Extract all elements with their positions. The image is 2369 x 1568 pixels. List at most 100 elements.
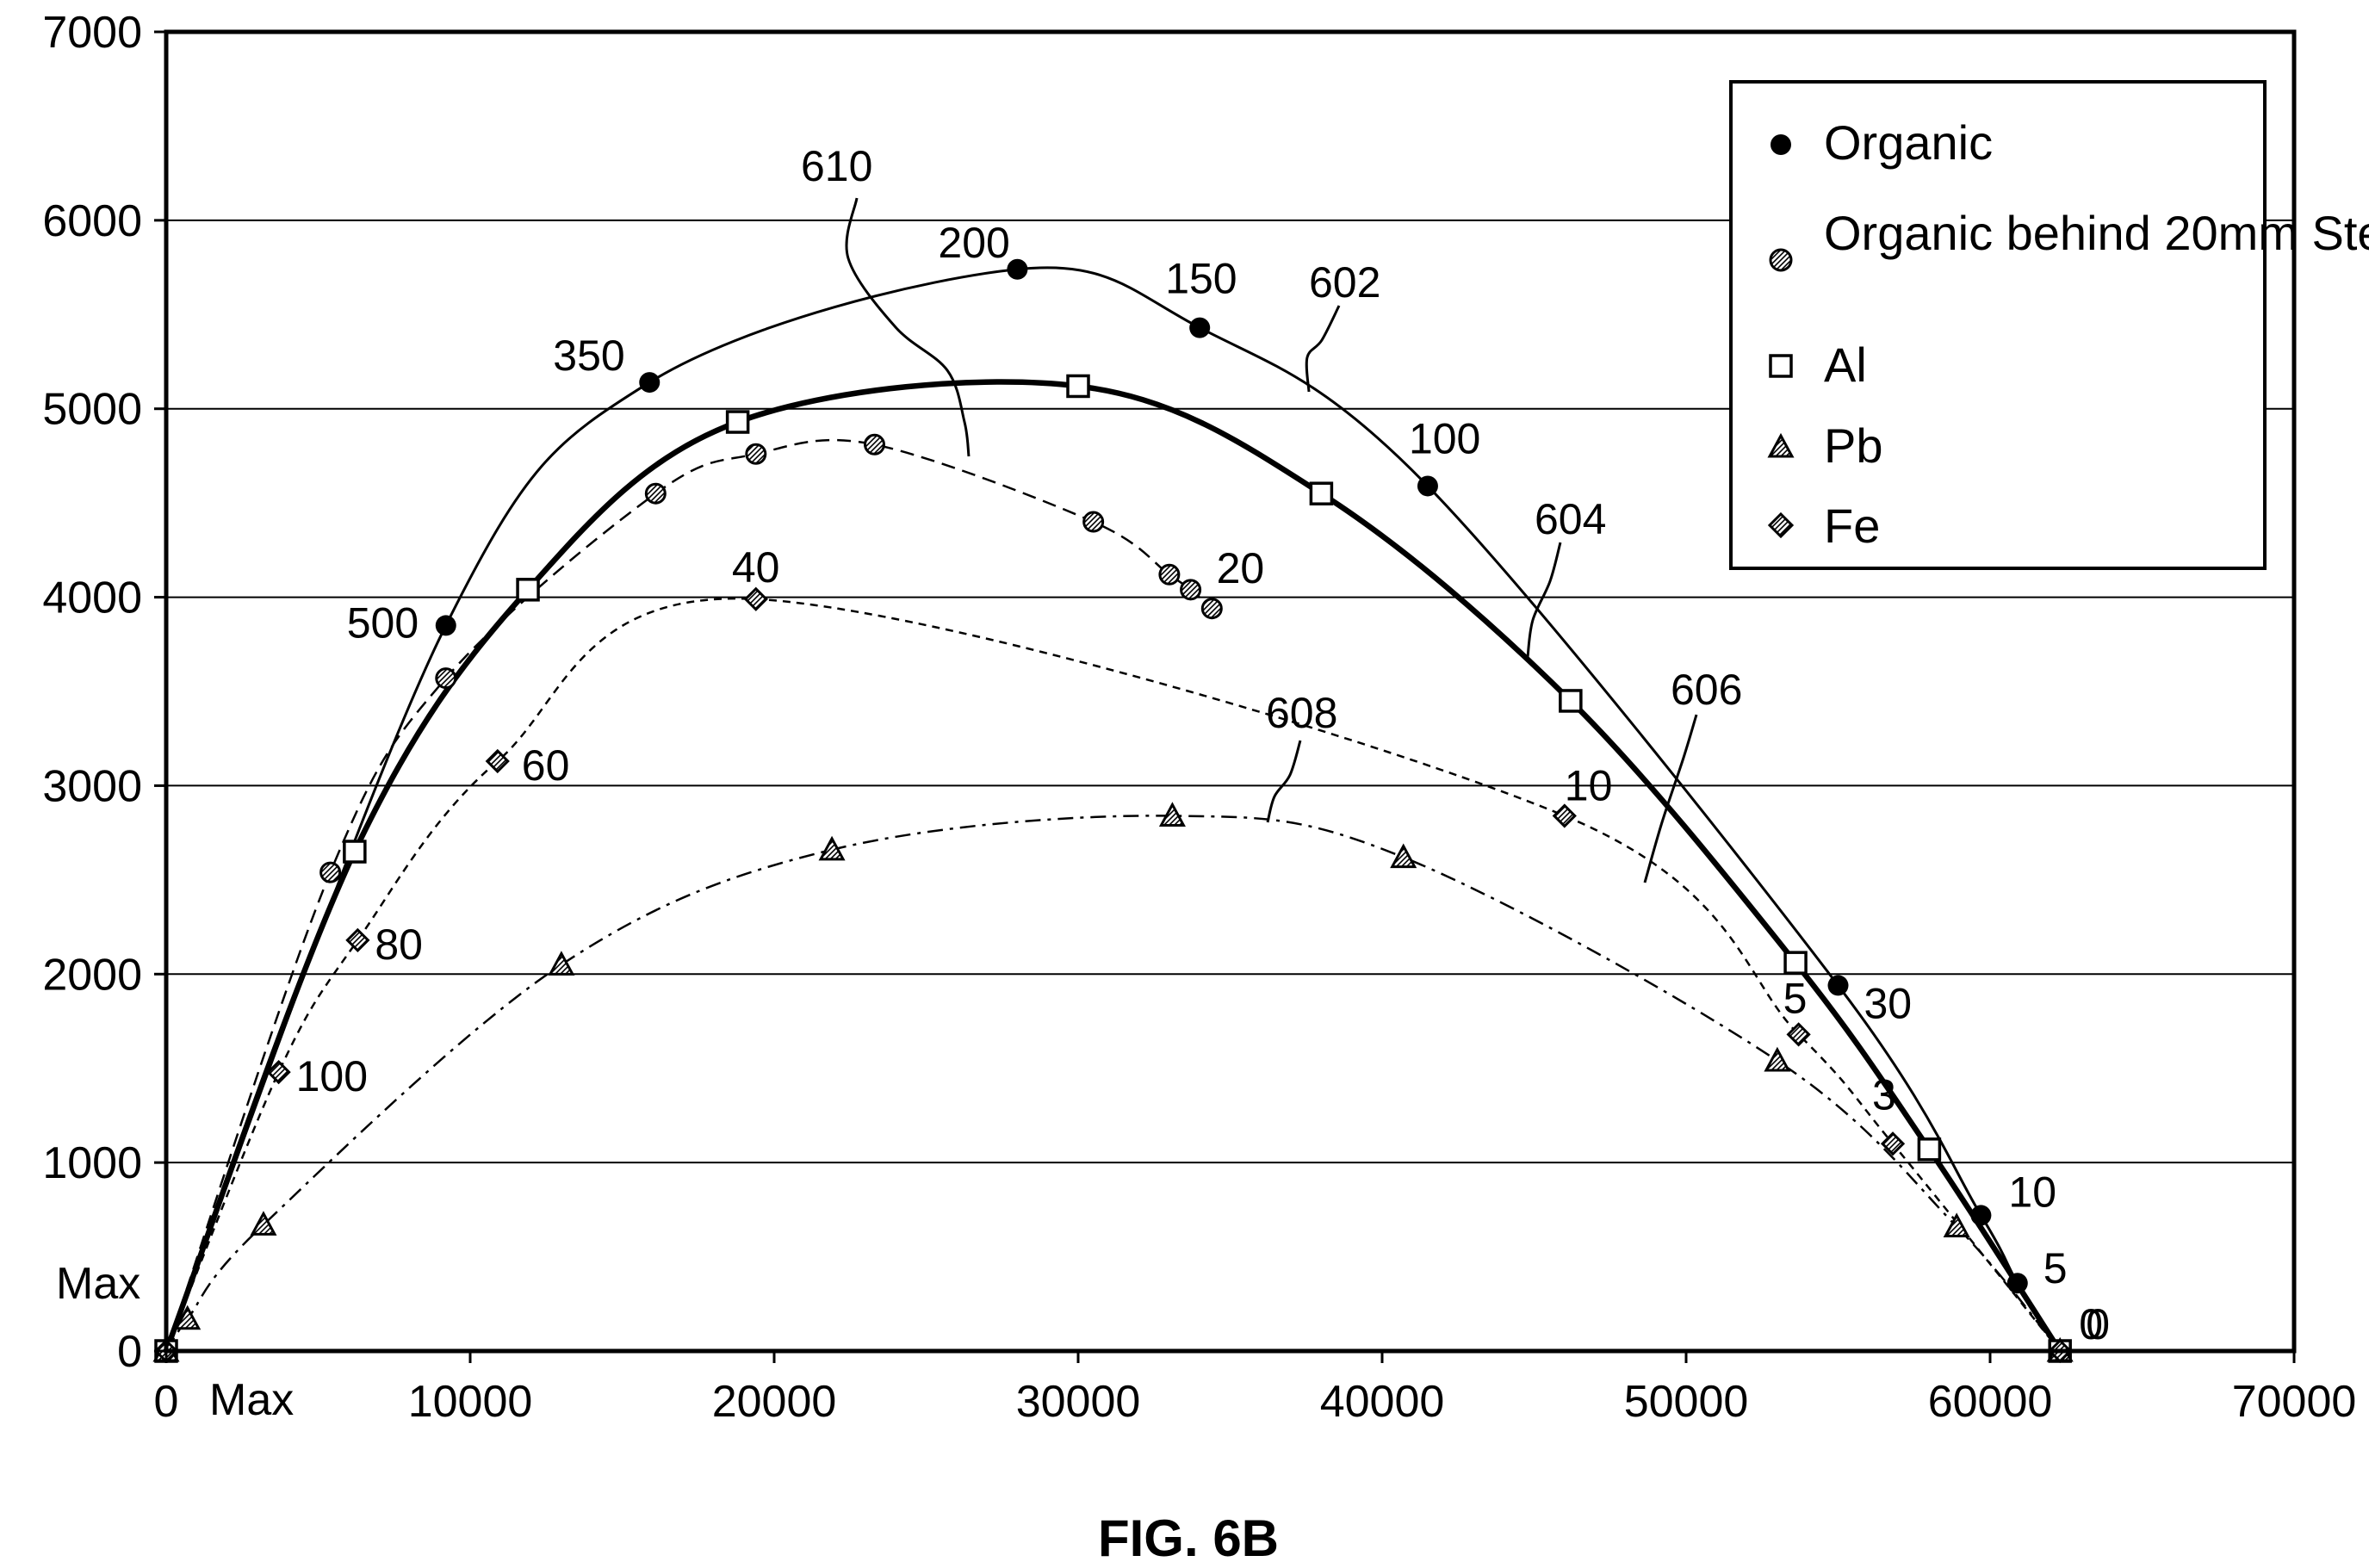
- leader-line: [1526, 542, 1562, 658]
- data-point: [644, 482, 667, 505]
- data-label: 3: [1872, 1070, 1896, 1119]
- data-label: 200: [938, 219, 1009, 267]
- legend-marker-fe: [1767, 511, 1795, 539]
- data-label: 350: [553, 332, 624, 380]
- y-tick-label: 4000: [42, 573, 142, 623]
- data-point: [1180, 579, 1202, 601]
- x-tick-label: 70000: [2232, 1377, 2357, 1427]
- legend-marker-al: [1769, 354, 1793, 378]
- x-tick-label: 10000: [408, 1377, 533, 1427]
- series-curve: [164, 597, 2062, 1352]
- data-label: 100: [1409, 414, 1480, 462]
- data-point: [485, 748, 510, 774]
- legend-label-pb: Pb: [1824, 418, 1883, 473]
- legend-marker-pb: [1767, 432, 1795, 458]
- legend-item-pb: Pb: [1767, 418, 1883, 473]
- legend-marker-organic: [1771, 134, 1791, 155]
- data-point: [435, 667, 457, 690]
- x-tick-label: 60000: [1928, 1377, 2053, 1427]
- data-point: [319, 861, 342, 883]
- y-tick-label: 0: [117, 1327, 142, 1377]
- data-point: [1158, 802, 1186, 827]
- x-tick-label: 30000: [1016, 1377, 1141, 1427]
- legend-label-al: Al: [1824, 338, 1867, 392]
- data-markers: [152, 258, 2074, 1364]
- leader-line: [1305, 305, 1341, 393]
- data-point: [1764, 1046, 1791, 1072]
- reference-numeral: 606: [1671, 666, 1742, 714]
- data-point: [1189, 317, 1211, 338]
- data-label: 20: [1217, 544, 1265, 592]
- y-axis-max-annotation: Max: [56, 1259, 140, 1309]
- data-label: 0: [2079, 1300, 2103, 1348]
- data-point: [343, 840, 367, 864]
- data-point: [1917, 1137, 1942, 1162]
- data-point: [1880, 1131, 1906, 1156]
- data-point: [818, 835, 846, 861]
- plot-frame: [164, 29, 2297, 1354]
- data-point: [1158, 563, 1181, 586]
- data-point: [1200, 598, 1223, 620]
- data-point: [1552, 803, 1577, 828]
- legend-box: [1729, 80, 2267, 570]
- data-point: [745, 443, 767, 465]
- y-tick-label: 3000: [42, 761, 142, 811]
- y-tick-label: 7000: [42, 8, 142, 58]
- data-point: [1390, 843, 1417, 869]
- y-tick-label: 6000: [42, 196, 142, 246]
- data-point: [1786, 1022, 1811, 1047]
- reference-numeral: 610: [801, 142, 872, 190]
- data-label: 10: [1565, 761, 1613, 809]
- data-label: 5: [2043, 1244, 2068, 1292]
- x-axis-max-annotation: Max: [209, 1375, 294, 1425]
- data-point: [435, 615, 456, 636]
- x-tick-label: 50000: [1624, 1377, 1749, 1427]
- data-label: 40: [732, 543, 780, 592]
- series-curve: [164, 438, 1213, 1352]
- data-label: 30: [1864, 979, 1913, 1027]
- data-point: [743, 586, 768, 611]
- series-curve: [164, 815, 2062, 1352]
- data-label: 80: [375, 920, 423, 969]
- x-tick-label: 20000: [712, 1377, 837, 1427]
- data-label: 60: [522, 741, 570, 790]
- leader-line: [1266, 740, 1302, 823]
- data-label: 100: [296, 1052, 368, 1100]
- data-point: [250, 1211, 277, 1236]
- data-point: [266, 1059, 291, 1085]
- legend-item-organic: Organic: [1771, 115, 1993, 170]
- data-point: [548, 951, 575, 976]
- y-tick-label: 5000: [42, 385, 142, 435]
- y-tick-label: 2000: [42, 950, 142, 1000]
- data-point: [516, 578, 540, 602]
- legend-label-fe: Fe: [1824, 499, 1880, 553]
- data-point: [2006, 1273, 2028, 1294]
- legend-label-organic: Organic: [1824, 115, 1993, 170]
- data-point: [1827, 975, 1849, 996]
- legend-marker-organic-behind-steel: [1769, 248, 1793, 272]
- data-point: [1559, 689, 1583, 713]
- figure-label: FIG. 6B: [1098, 1509, 1279, 1567]
- data-label: 10: [2008, 1168, 2056, 1216]
- reference-numeral: 604: [1535, 495, 1606, 543]
- reference-numeral: 602: [1309, 258, 1380, 307]
- data-label: 0: [2086, 1300, 2110, 1348]
- legend-item-organic-behind-steel: Organic behind 20mm Steel: [1769, 206, 2369, 272]
- leader-line: [1643, 714, 1698, 883]
- series-curve: [163, 379, 2062, 1353]
- data-point: [1943, 1212, 1970, 1238]
- x-tick-label: 0: [154, 1377, 179, 1427]
- data-point: [1066, 374, 1090, 399]
- data-point: [1007, 258, 1028, 280]
- y-tick-label: 1000: [42, 1138, 142, 1188]
- data-point: [1082, 511, 1105, 533]
- data-point: [1783, 951, 1808, 975]
- data-label: 500: [347, 598, 419, 647]
- data-point: [174, 1305, 202, 1330]
- x-tick-label: 40000: [1320, 1377, 1445, 1427]
- legend-item-al: Al: [1769, 338, 1867, 392]
- data-point: [1309, 481, 1334, 505]
